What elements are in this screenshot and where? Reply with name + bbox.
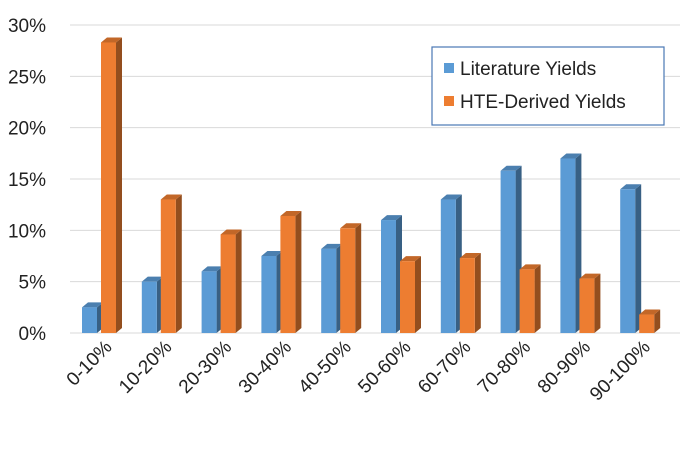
bar-front: [381, 220, 396, 333]
y-tick-label: 20%: [8, 119, 46, 140]
legend-label: HTE-Derived Yields: [460, 92, 626, 113]
bar-front: [340, 228, 356, 333]
bar-top: [519, 264, 541, 270]
bar-top: [381, 215, 402, 221]
bar-top: [639, 309, 661, 315]
y-tick-label: 10%: [8, 221, 46, 242]
bar-front: [560, 158, 576, 333]
bar-top: [440, 194, 462, 200]
legend-swatch: [444, 63, 454, 73]
bar-front: [280, 215, 296, 333]
bar-top: [160, 194, 182, 200]
bar: [639, 309, 661, 333]
y-tick-label: 30%: [8, 16, 46, 37]
bar-front: [220, 234, 236, 333]
bar: [381, 215, 402, 333]
bar-front: [201, 271, 217, 333]
bar-top: [340, 223, 362, 229]
bar: [220, 229, 242, 333]
bar-side: [474, 253, 481, 333]
bar-front: [459, 258, 475, 333]
bar: [340, 223, 362, 333]
bar-side: [635, 184, 642, 333]
bar-top: [400, 256, 421, 262]
legend-box: [431, 46, 665, 126]
bar-side: [534, 264, 541, 333]
bar: [620, 184, 642, 333]
bar: [321, 243, 343, 333]
bar-front: [519, 269, 535, 333]
bar-top: [101, 37, 122, 43]
bar: [82, 302, 103, 333]
bar: [280, 210, 302, 333]
y-tick-label: 25%: [8, 67, 46, 88]
y-axis-ticks: 0% 5% 10% 15% 20% 25% 30%: [8, 16, 46, 345]
y-tick-label: 0%: [19, 324, 47, 345]
bar: [261, 251, 283, 333]
bar-side: [295, 210, 302, 333]
bar-top: [560, 153, 582, 159]
bar: [560, 153, 582, 333]
y-tick-label: 5%: [19, 273, 47, 294]
bar-top: [620, 184, 642, 190]
bar: [440, 194, 462, 333]
bar-side: [235, 229, 242, 333]
bar-front: [500, 170, 516, 333]
bar: [519, 264, 541, 333]
bar-front: [579, 278, 595, 333]
bar-front: [160, 199, 176, 333]
bar-side: [654, 309, 661, 333]
bar-front: [101, 42, 116, 333]
bar: [201, 266, 223, 333]
bar: [500, 165, 522, 333]
bar-top: [280, 210, 302, 216]
bar-top: [500, 165, 522, 171]
bar-front: [440, 199, 456, 333]
bar-side: [355, 223, 362, 333]
legend-swatch: [444, 96, 454, 106]
bar: [459, 253, 481, 333]
bar-front: [261, 256, 277, 333]
bar-front: [639, 314, 655, 333]
bar-top: [141, 276, 163, 282]
y-tick-label: 15%: [8, 170, 46, 191]
bars: [82, 37, 661, 333]
bar-top: [261, 251, 283, 256]
bar: [101, 37, 122, 333]
bar-front: [620, 189, 636, 333]
bar-top: [579, 273, 601, 279]
bar-top: [321, 243, 343, 249]
bar: [579, 273, 601, 333]
bar-front: [82, 307, 97, 333]
bar-side: [415, 256, 421, 333]
legend-label: Literature Yields: [460, 59, 596, 80]
bar-top: [220, 229, 242, 235]
bar: [400, 256, 421, 333]
bar-front: [321, 248, 337, 333]
bar-top: [201, 266, 223, 272]
legend-item: HTE-Derived Yields: [444, 92, 626, 113]
legend: Literature Yields HTE-Derived Yields: [431, 46, 665, 126]
bar-side: [175, 194, 182, 333]
bar: [160, 194, 182, 333]
legend-item: Literature Yields: [444, 59, 596, 80]
bar-side: [116, 37, 122, 333]
bar: [141, 276, 163, 333]
bar-top: [459, 253, 481, 259]
bar-front: [400, 261, 415, 333]
bar-front: [141, 281, 157, 333]
bar-side: [594, 273, 601, 333]
bar-top: [82, 302, 103, 308]
